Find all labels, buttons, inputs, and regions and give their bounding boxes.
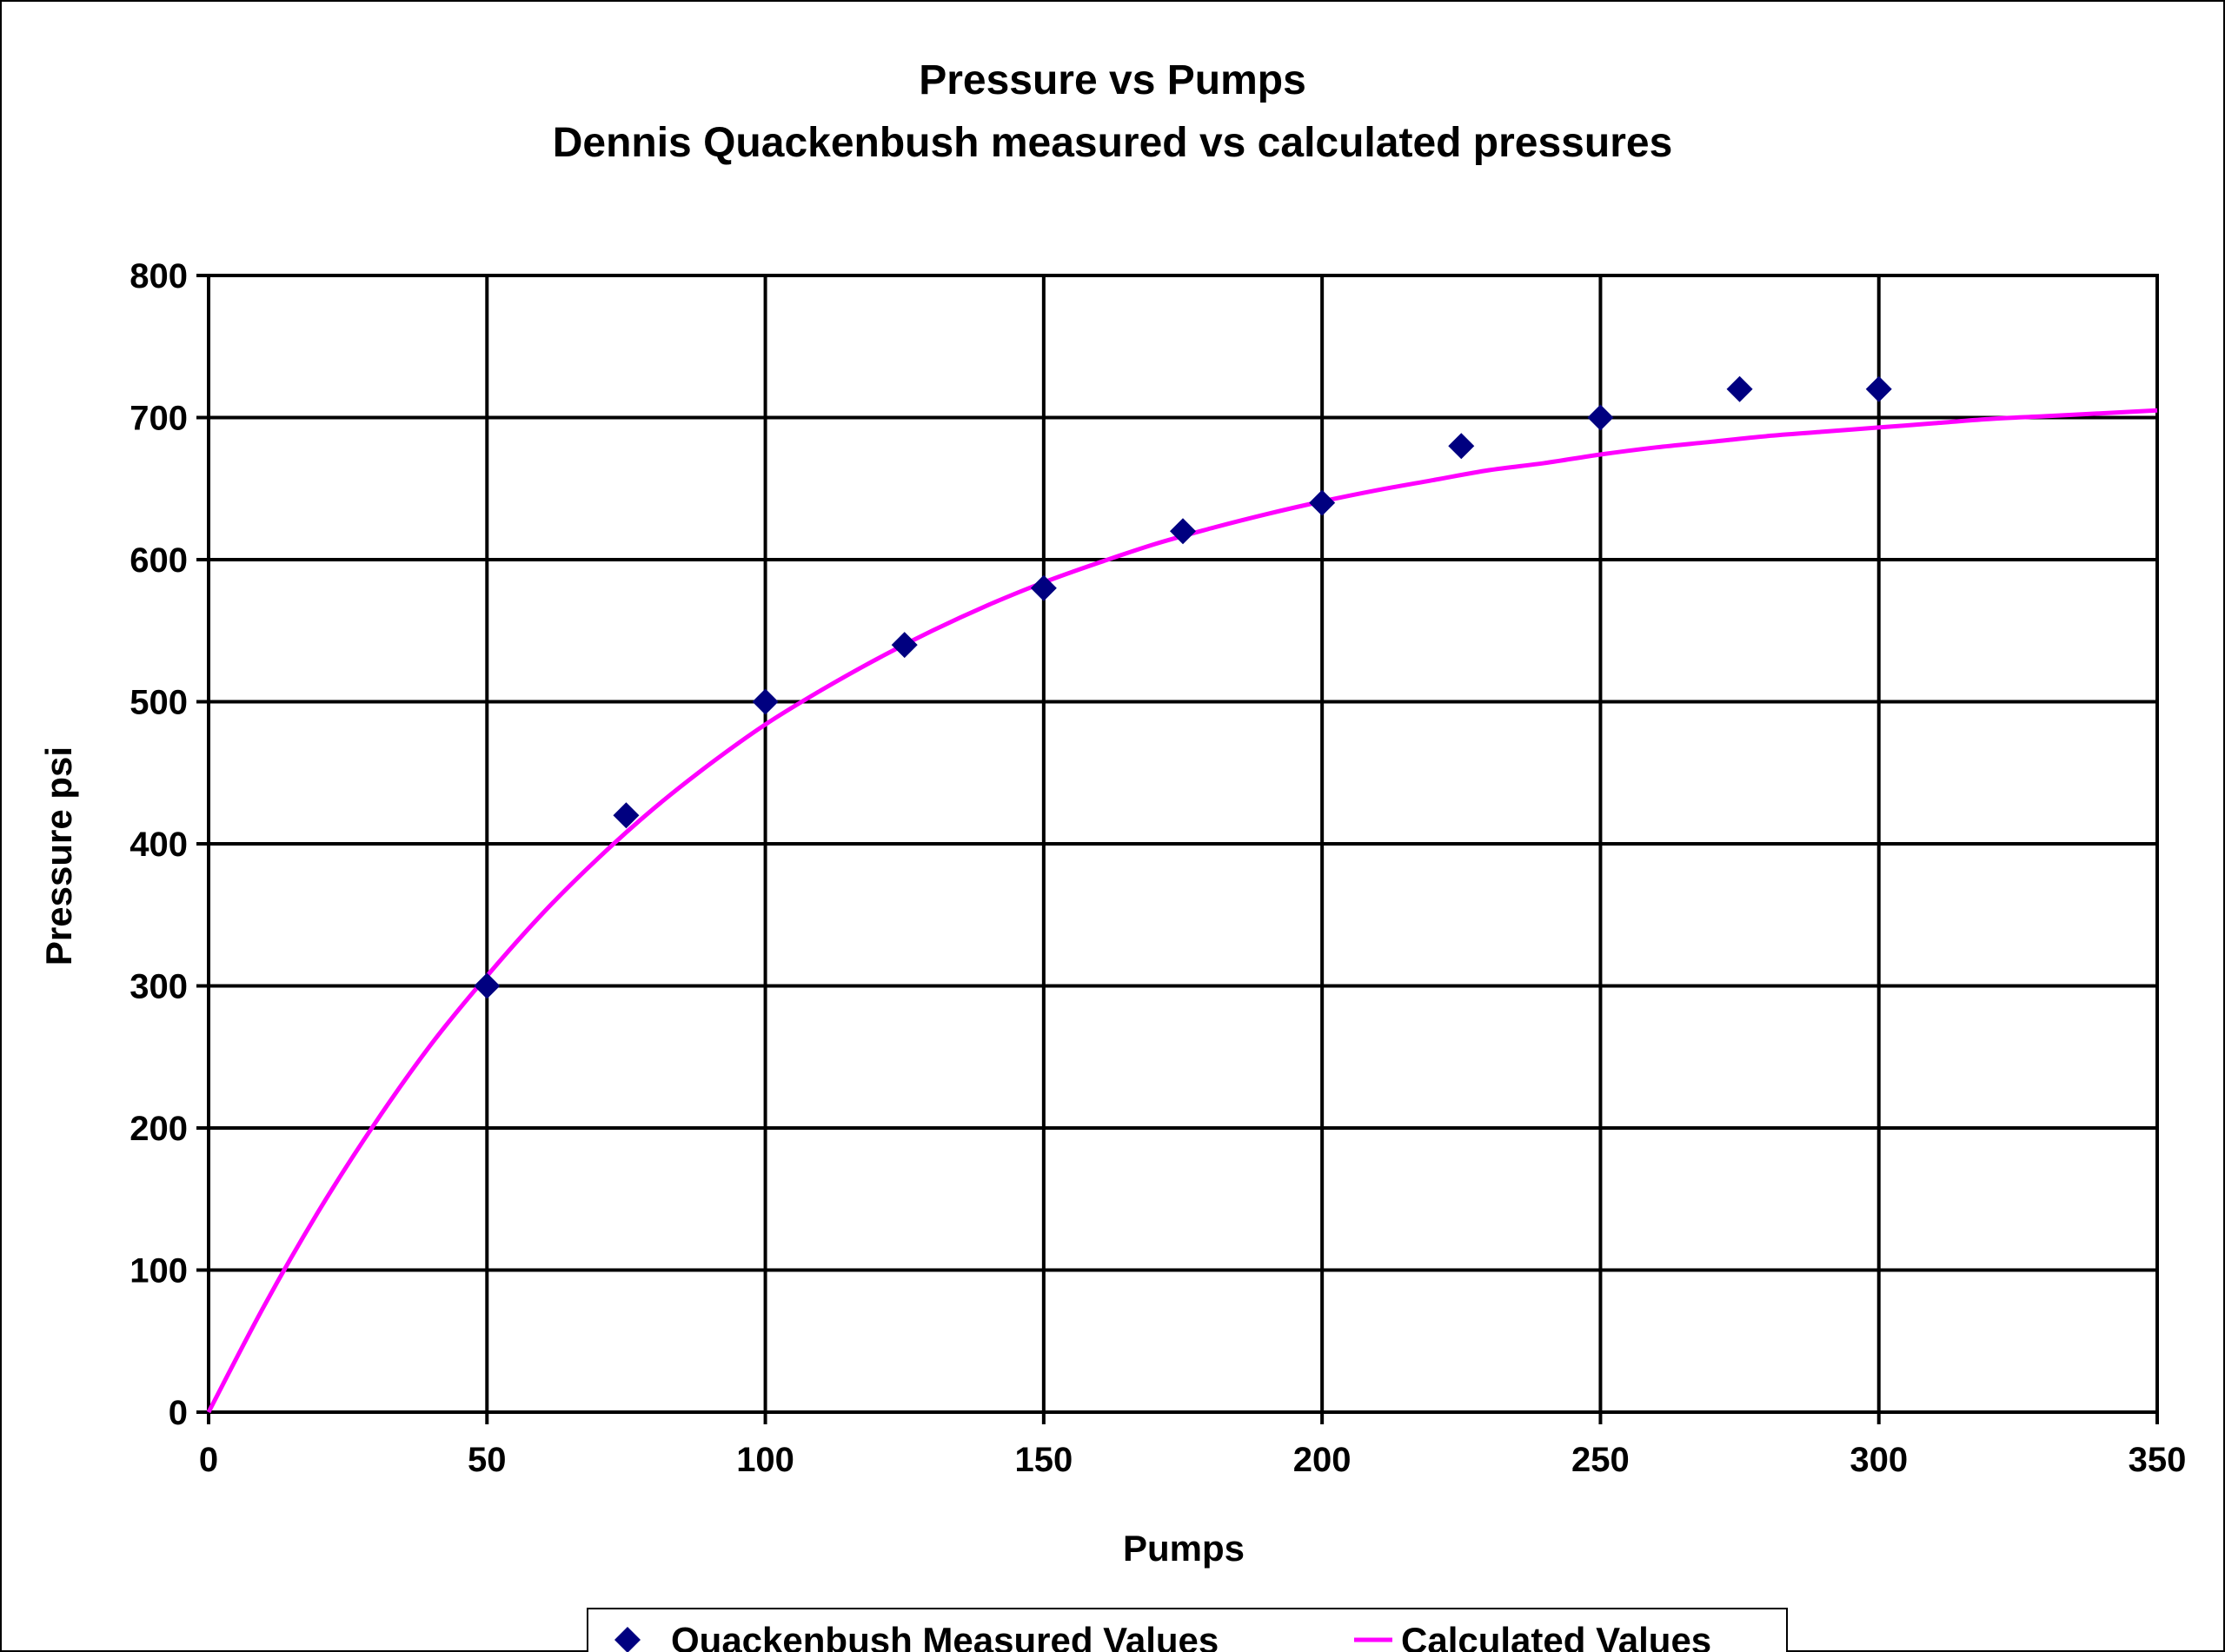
legend-label-calculated: Calculated Values <box>1401 1620 1711 1652</box>
measured-point-150 <box>1030 574 1057 601</box>
measured-point-225 <box>1448 433 1475 460</box>
y-tick-label-400: 400 <box>130 826 188 864</box>
x-tick-label-350: 350 <box>2129 1441 2187 1479</box>
measured-point-100 <box>752 688 779 715</box>
x-tick-label-100: 100 <box>736 1441 794 1479</box>
x-tick-label-150: 150 <box>1014 1441 1073 1479</box>
y-axis-label: Pressure psi <box>38 746 79 965</box>
measured-values-series <box>474 375 1892 999</box>
legend-box <box>587 1608 1788 1652</box>
measured-point-200 <box>1309 489 1336 516</box>
x-axis-label: Pumps <box>1123 1528 1245 1569</box>
legend-label-measured: Quackenbush Measured Values <box>671 1620 1219 1652</box>
y-tick-label-300: 300 <box>130 968 188 1006</box>
x-tick-label-0: 0 <box>199 1441 218 1479</box>
y-tick-label-200: 200 <box>130 1110 188 1148</box>
legend: Quackenbush Measured Values Calculated V… <box>587 1608 1788 1652</box>
legend-marker-measured <box>614 1627 641 1652</box>
measured-point-125 <box>891 632 918 659</box>
x-tick-label-50: 50 <box>468 1441 507 1479</box>
x-tick-label-300: 300 <box>1850 1441 1908 1479</box>
measured-point-175 <box>1170 518 1196 545</box>
y-tick-label-0: 0 <box>169 1394 188 1432</box>
tick-labels: 0 50 100 150 200 250 300 350 0 100 200 300 400 500 600… <box>130 257 2186 1479</box>
chart-subtitle: Dennis Quackenbush measured vs calculate… <box>553 120 1673 166</box>
y-tick-label-600: 600 <box>130 541 188 580</box>
measured-point-50 <box>474 972 501 999</box>
y-tick-label-800: 800 <box>130 257 188 295</box>
measured-point-275 <box>1726 375 1753 402</box>
y-tick-label-100: 100 <box>130 1252 188 1290</box>
measured-point-75 <box>613 802 640 829</box>
x-tick-label-200: 200 <box>1293 1441 1352 1479</box>
grid-lines <box>207 274 2159 1414</box>
measured-point-250 <box>1587 404 1614 431</box>
y-tick-label-500: 500 <box>130 684 188 722</box>
chart-title: Pressure vs Pumps <box>919 57 1306 103</box>
measured-point-300 <box>1865 375 1892 402</box>
x-tick-label-250: 250 <box>1571 1441 1630 1479</box>
y-tick-label-700: 700 <box>130 400 188 438</box>
